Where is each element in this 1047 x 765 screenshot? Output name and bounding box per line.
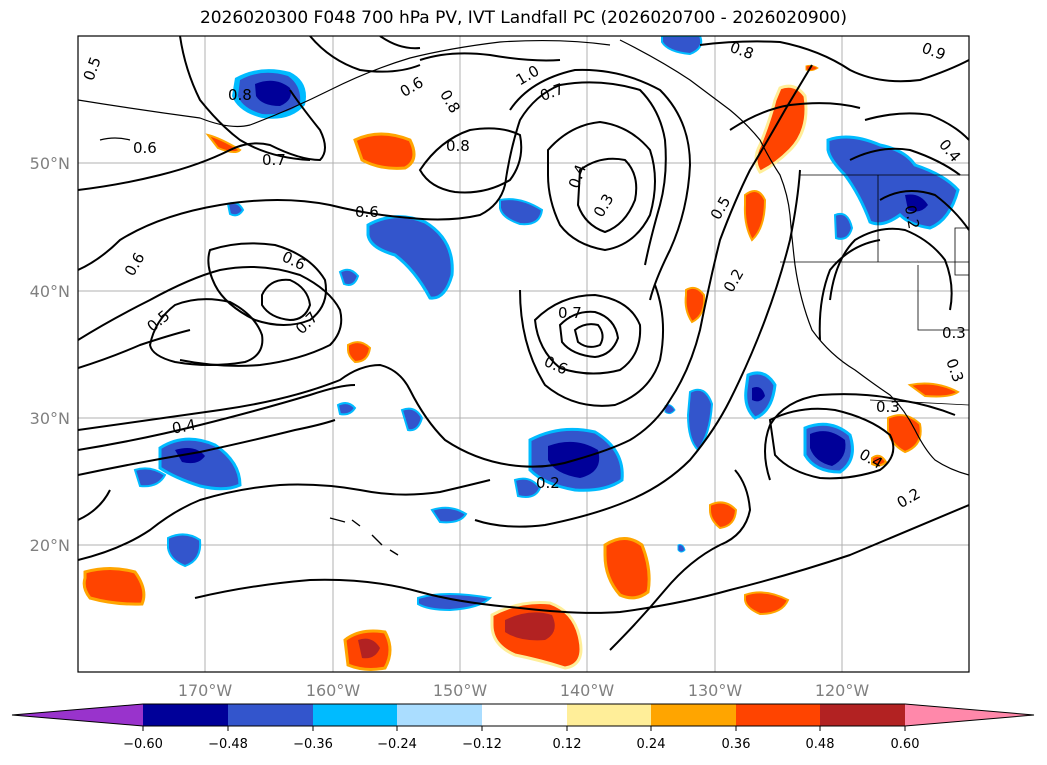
colorbar-tick-label: 0.24 (637, 737, 666, 752)
contour-label: 0.2 (536, 474, 560, 492)
map-area (78, 36, 969, 672)
blob-pos-13 (343, 629, 392, 671)
blob-small-6 (430, 506, 468, 524)
colorbar-tick-label: 0.36 (722, 737, 751, 752)
contour-label: 0.7 (262, 151, 286, 169)
contour-label: 0.3 (942, 324, 966, 342)
contour-label: 0.3 (876, 398, 900, 416)
map-border (77, 35, 970, 673)
blob-offshore-neg (744, 371, 777, 420)
blob-central-neg (366, 215, 454, 300)
contour-label: 0.6 (133, 139, 157, 157)
contour-label: 0.2 (901, 204, 923, 231)
blob-pos-6 (907, 382, 960, 398)
latitude-labels: 50°N 40°N 30°N 20°N (30, 154, 70, 555)
colorbar-tick-label: 0.60 (891, 737, 920, 752)
colorbar-tick-label: −0.60 (123, 737, 163, 752)
blob-pos-coast-2 (743, 190, 767, 242)
blob-pos-9 (709, 501, 738, 530)
map-title: 2026020300 F048 700 hPa PV, IVT Landfall… (199, 8, 847, 28)
blob-small-5 (400, 407, 424, 432)
lat-label: 20°N (30, 536, 70, 555)
colorbar-segment (313, 704, 397, 726)
blob-small-4 (336, 402, 357, 416)
colorbar-tick-label: 0.12 (553, 737, 582, 752)
blob-pos-11 (744, 591, 790, 616)
colorbar-tick-label: 0.48 (806, 737, 835, 752)
colorbar-segment (820, 704, 905, 726)
contour-label: 0.6 (355, 203, 379, 221)
lon-label: 150°W (433, 681, 488, 700)
lat-label: 40°N (30, 282, 70, 301)
lat-label: 30°N (30, 409, 70, 428)
longitude-labels: 170°W 160°W 150°W 140°W 130°W 120°W (178, 681, 870, 700)
colorbar: −0.60 −0.48 −0.36 −0.24 −0.12 0.12 0.24 … (11, 703, 1035, 752)
blob-small-10 (677, 544, 686, 553)
contour-label: 0.7 (558, 304, 582, 322)
colorbar-tick-label: −0.48 (208, 737, 248, 752)
coastlines (78, 39, 969, 556)
contour-label: 0.8 (446, 137, 470, 155)
colorbar-extend-low (12, 704, 143, 726)
colorbar-tick-label: −0.24 (377, 737, 417, 752)
blob-pos-14 (490, 601, 583, 670)
colorbar-segment (736, 704, 820, 726)
blob-small-3 (338, 268, 360, 286)
colorbar-tick-label: −0.36 (293, 737, 333, 752)
contour-label: 0.8 (228, 86, 252, 104)
colorbar-ticks (142, 726, 906, 731)
lat-label: 50°N (30, 154, 70, 173)
colorbar-tick-label: −0.12 (462, 737, 502, 752)
blob-pos-2 (353, 132, 416, 170)
blob-east-pac-neg (686, 388, 714, 452)
blob-hawaii-north-neg (133, 437, 242, 491)
contour-label: 0.4 (171, 416, 198, 438)
positive-anomalies (82, 64, 960, 671)
blob-pos-4 (684, 286, 706, 324)
blob-pos-5 (347, 341, 372, 364)
blob-subtropical-neg (513, 427, 624, 498)
lon-label: 170°W (178, 681, 233, 700)
blob-small-8 (417, 593, 493, 612)
blob-alaska-coast-neg (661, 36, 703, 56)
colorbar-segment (482, 704, 567, 726)
blob-pos-8 (871, 454, 888, 467)
lon-label: 130°W (688, 681, 743, 700)
colorbar-segment (397, 704, 482, 726)
blob-pos-10 (603, 537, 651, 600)
lon-label: 160°W (306, 681, 361, 700)
blob-small-2 (499, 198, 544, 226)
colorbar-tick-labels: −0.60 −0.48 −0.36 −0.24 −0.12 0.12 0.24 … (123, 737, 919, 752)
colorbar-segment (567, 704, 651, 726)
colorbar-extend-high (905, 704, 1034, 726)
lon-label: 120°W (815, 681, 870, 700)
colorbar-segment (228, 704, 313, 726)
pv-contours (78, 36, 969, 651)
colorbar-segment (651, 704, 736, 726)
lon-label: 140°W (560, 681, 615, 700)
blob-pos-1 (205, 133, 242, 154)
colorbar-segment (143, 704, 228, 726)
blob-baja-neg (803, 422, 854, 474)
blob-pos-12 (82, 567, 146, 606)
blob-gulf-of-alaska-neg (232, 69, 306, 119)
blob-small-7 (167, 533, 202, 568)
